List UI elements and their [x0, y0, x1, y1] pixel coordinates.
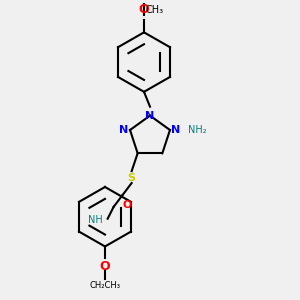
Text: N: N	[119, 125, 129, 135]
Text: CH₂CH₃: CH₂CH₃	[89, 281, 121, 290]
Text: O: O	[100, 260, 110, 273]
Text: CH₃: CH₃	[146, 5, 164, 15]
Text: O: O	[139, 3, 149, 16]
Text: N: N	[146, 111, 154, 121]
Text: S: S	[128, 172, 136, 183]
Text: N: N	[171, 125, 181, 135]
Text: NH: NH	[88, 215, 103, 225]
Text: NH₂: NH₂	[188, 125, 207, 135]
Text: O: O	[123, 200, 132, 210]
